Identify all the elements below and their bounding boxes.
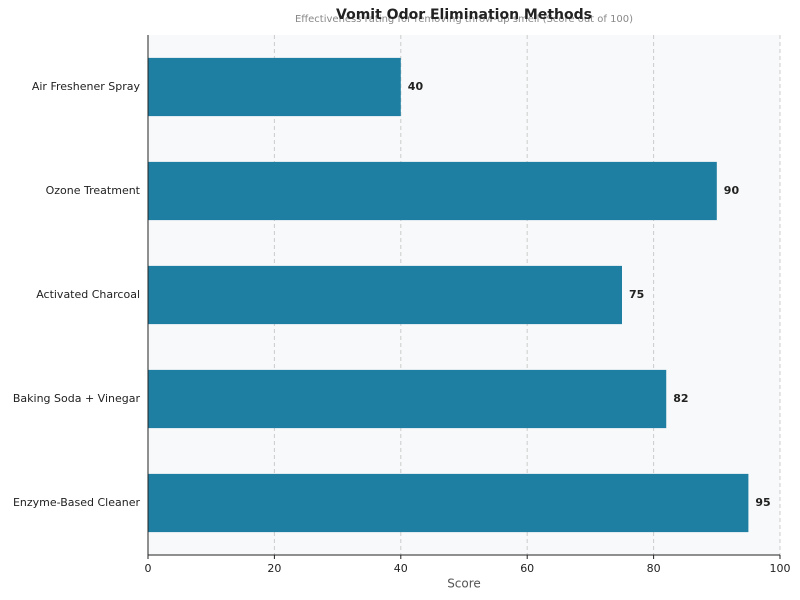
- x-tick-label: 20: [267, 562, 281, 575]
- chart-subtitle: Effectiveness rating for removing throw-…: [295, 14, 633, 25]
- x-tick-label: 60: [520, 562, 534, 575]
- y-tick-label: Baking Soda + Vinegar: [13, 392, 141, 405]
- chart-title: Vomit Odor Elimination Methods: [336, 7, 592, 23]
- x-axis-label: Score: [447, 577, 481, 591]
- y-tick-label: Enzyme-Based Cleaner: [13, 496, 141, 509]
- y-tick-label: Ozone Treatment: [46, 184, 141, 197]
- x-tick-label: 40: [394, 562, 408, 575]
- y-tick-label: Air Freshener Spray: [32, 80, 141, 93]
- bar: [148, 473, 749, 533]
- value-label: 90: [724, 184, 740, 197]
- bar: [148, 265, 622, 325]
- bar: [148, 369, 667, 429]
- value-label: 82: [673, 392, 688, 405]
- bar: [148, 161, 717, 221]
- x-tick-label: 80: [647, 562, 661, 575]
- y-tick-label: Activated Charcoal: [36, 288, 140, 301]
- value-label: 95: [755, 496, 770, 509]
- value-label: 75: [629, 288, 644, 301]
- x-tick-label: 100: [770, 562, 791, 575]
- value-label: 40: [408, 80, 424, 93]
- bar: [148, 57, 401, 117]
- x-tick-label: 0: [145, 562, 152, 575]
